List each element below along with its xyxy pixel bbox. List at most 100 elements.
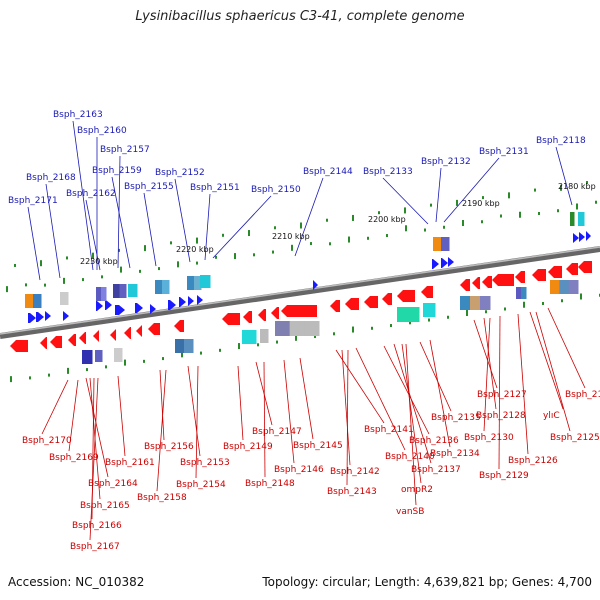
reverse-leader-line bbox=[283, 359, 295, 464]
tick-mark bbox=[215, 255, 217, 259]
reverse-gene-arrow bbox=[258, 309, 266, 321]
feature-box bbox=[397, 307, 420, 322]
forward-gene-label: Bsph_2118 bbox=[536, 136, 586, 146]
reverse-gene-arrow bbox=[50, 336, 62, 348]
gene-labels: Bsph_2163 Bsph_2160 Bsph_2157 Bsph_2159 Bsph… bbox=[8, 110, 600, 552]
tick-mark bbox=[481, 220, 483, 224]
reverse-gene-label: Bsph_2137 bbox=[411, 465, 461, 475]
reverse-gene-label: Bsph_2130 bbox=[464, 433, 514, 443]
tick-mark bbox=[326, 218, 328, 222]
forward-gene-arrow bbox=[197, 295, 203, 305]
forward-leader-line bbox=[45, 183, 61, 279]
forward-leader-line bbox=[111, 176, 131, 269]
tick-mark bbox=[333, 332, 335, 336]
reverse-gene-arrow bbox=[243, 311, 252, 323]
tick-mark bbox=[124, 359, 126, 366]
kbp-marker: 2220 kbp bbox=[176, 245, 214, 254]
forward-gene-arrow bbox=[135, 303, 143, 313]
feature-box bbox=[194, 276, 202, 290]
tick-mark bbox=[222, 233, 224, 237]
tick-mark bbox=[405, 225, 407, 232]
forward-gene-label: Bsph_2152 bbox=[155, 168, 205, 178]
tick-mark bbox=[118, 248, 120, 252]
feature-box bbox=[96, 287, 102, 301]
reverse-leader-line bbox=[355, 347, 406, 451]
kbp-markers: 2230 kbp 2220 kbp 2210 kbp 2200 kbp 2190 kbp… bbox=[80, 182, 596, 266]
feature-box bbox=[470, 296, 481, 310]
reverse-gene-arrow bbox=[222, 313, 240, 325]
reverse-gene-arrow bbox=[421, 286, 433, 298]
reverse-gene-label: Bsph_2164 bbox=[88, 479, 138, 489]
forward-gene-arrow bbox=[573, 233, 579, 243]
tick-mark bbox=[196, 237, 198, 244]
forward-leader-line bbox=[85, 199, 101, 271]
forward-leader-line bbox=[294, 177, 324, 257]
gene-arrows bbox=[10, 231, 592, 352]
reverse-leader-line bbox=[159, 369, 165, 441]
backbone-highlight bbox=[0, 246, 600, 335]
reverse-leader-line bbox=[346, 349, 349, 486]
tick-mark bbox=[314, 335, 316, 339]
reverse-gene-arrow bbox=[148, 323, 160, 335]
forward-gene-label: Bsph_2144 bbox=[303, 167, 353, 177]
tick-mark bbox=[158, 267, 160, 271]
feature-box bbox=[568, 280, 579, 294]
reverse-leader-line bbox=[68, 379, 79, 452]
reverse-leader-line bbox=[483, 317, 491, 432]
tick-mark bbox=[352, 326, 354, 333]
forward-leader-line bbox=[174, 178, 191, 263]
forward-gene-arrow bbox=[45, 311, 51, 321]
tick-mark bbox=[404, 207, 406, 214]
tick-mark bbox=[105, 365, 107, 369]
tick-mark bbox=[466, 310, 468, 317]
reverse-leader-line bbox=[517, 313, 529, 455]
tick-mark bbox=[276, 340, 278, 344]
forward-gene-label: Bsph_2168 bbox=[26, 173, 76, 183]
reverse-leader-line bbox=[341, 349, 351, 466]
forward-gene-arrow bbox=[179, 297, 186, 307]
tick-mark bbox=[390, 324, 392, 328]
reverse-gene-arrow bbox=[364, 296, 378, 308]
tick-mark bbox=[162, 357, 164, 361]
tick-mark bbox=[538, 211, 540, 215]
tick-mark bbox=[430, 203, 432, 207]
tick-mark bbox=[48, 373, 50, 377]
reverse-gene-arrow bbox=[174, 320, 184, 332]
reverse-gene-label: ylıC bbox=[543, 411, 560, 421]
reverse-leader-line bbox=[405, 343, 417, 506]
tick-mark bbox=[428, 318, 430, 322]
reverse-leader-line bbox=[535, 311, 571, 432]
reverse-leader-line bbox=[483, 317, 497, 410]
tick-mark bbox=[67, 367, 69, 374]
forward-leader-line bbox=[72, 120, 94, 271]
reverse-gene-label: Bsph_2125 bbox=[550, 433, 600, 443]
reverse-gene-arrow bbox=[492, 274, 514, 286]
feature-box bbox=[187, 276, 195, 290]
tick-mark bbox=[14, 263, 16, 267]
kbp-marker: 2230 kbp bbox=[80, 257, 118, 266]
feature-box bbox=[550, 280, 560, 294]
forward-leader-line bbox=[212, 195, 272, 259]
label-leader-lines bbox=[27, 120, 586, 541]
reverse-gene-label: Bsph_2135 bbox=[431, 413, 481, 423]
feature-box bbox=[184, 339, 194, 353]
tick-mark bbox=[177, 261, 179, 268]
tick-mark bbox=[143, 359, 145, 363]
tick-mark bbox=[300, 222, 302, 229]
reverse-gene-arrow bbox=[330, 300, 340, 312]
forward-gene-label: Bsph_2171 bbox=[8, 196, 58, 206]
forward-gene-arrow bbox=[115, 305, 125, 315]
reverse-gene-label: Bsph_2167 bbox=[70, 542, 120, 552]
reverse-gene-arrow bbox=[79, 332, 86, 344]
forward-leader-line bbox=[27, 206, 41, 281]
feature-box bbox=[578, 212, 585, 226]
reverse-gene-label: Bsph_2156 bbox=[144, 442, 194, 452]
tick-mark bbox=[196, 261, 198, 265]
feature-box bbox=[101, 287, 107, 301]
feature-box bbox=[119, 284, 127, 298]
feature-box bbox=[516, 287, 522, 299]
tick-mark bbox=[92, 252, 94, 259]
reverse-leader-line bbox=[393, 343, 432, 464]
reverse-leader-line bbox=[299, 357, 314, 440]
